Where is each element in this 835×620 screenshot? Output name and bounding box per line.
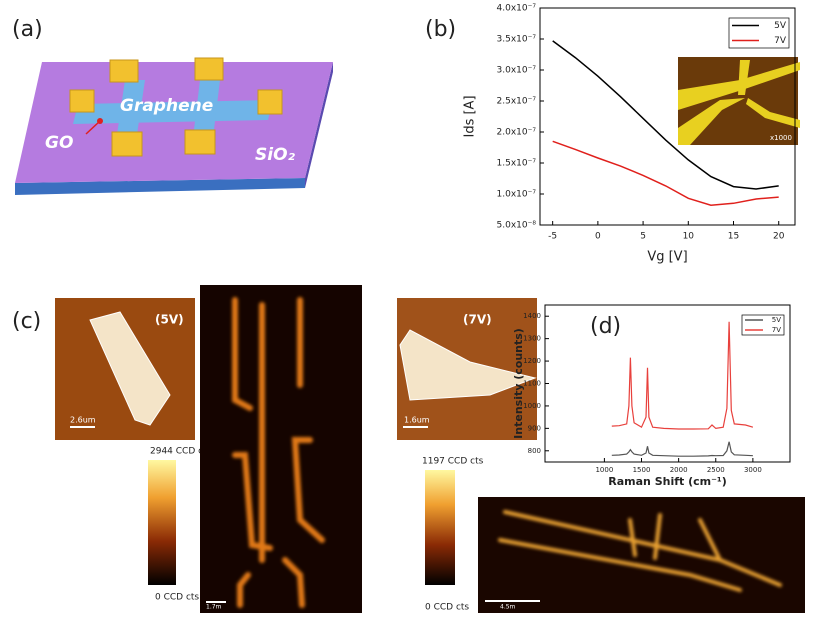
colorbar-max: 1197 CCD cts — [422, 457, 484, 467]
y-tick-label: 1200 — [523, 357, 541, 365]
y-tick-label: 2.5x10⁻⁷ — [497, 97, 537, 107]
y-tick-label: 1400 — [523, 312, 541, 320]
legend-box — [728, 17, 790, 49]
x-tick-label: 2500 — [707, 466, 725, 474]
afm-image: (5V) 2.6um — [55, 298, 195, 440]
afm-image: (7V) 1.6um — [397, 298, 537, 440]
x-axis-title: Raman Shift (cm⁻¹) — [608, 475, 727, 488]
scale-bar-label: 2.6um — [70, 416, 96, 425]
y-tick-label: 3.0x10⁻⁷ — [497, 66, 537, 76]
map-label: (7V) — [463, 313, 492, 327]
legend-label: 7V — [774, 36, 787, 46]
plot-frame — [539, 7, 796, 226]
inset-micrograph: x1000 — [678, 57, 800, 145]
data-line — [611, 441, 753, 457]
y-tick-label: 1300 — [523, 335, 541, 343]
data-line — [611, 321, 754, 430]
y-tick-label: 2.0x10⁻⁷ — [497, 128, 537, 138]
colorbar-max: 2944 CCD cts — [150, 447, 212, 457]
panel-label: (b) — [425, 17, 456, 42]
y-tick-label: 4.0x10⁻⁷ — [497, 4, 537, 14]
y-tick-label: 3.5x10⁻⁷ — [497, 35, 537, 45]
x-tick-label: 0 — [595, 232, 601, 242]
diagram-label: SiO₂ — [255, 145, 296, 165]
colorbar — [425, 470, 455, 585]
y-tick-label: 900 — [528, 424, 541, 432]
x-tick-label: 1000 — [595, 466, 613, 474]
device-diagram: Graphene GO SiO₂ — [15, 57, 333, 195]
x-tick-label: 3000 — [744, 466, 762, 474]
y-tick-label: 1000 — [523, 402, 541, 410]
diagram-label: Graphene — [120, 96, 213, 116]
scale-bar-label: 1.7m — [206, 604, 222, 611]
x-axis-title: Vg [V] — [647, 250, 687, 265]
x-tick-label: 1500 — [633, 466, 651, 474]
legend-label: 5V — [774, 21, 787, 31]
colorbar-min: 0 CCD cts — [425, 603, 469, 613]
legend-label: 5V — [772, 316, 781, 324]
x-tick-label: 10 — [683, 232, 695, 242]
y-tick-label: 800 — [528, 447, 541, 455]
y-tick-label: 1.0x10⁻⁷ — [497, 190, 537, 200]
y-tick-label: 1100 — [523, 380, 541, 388]
colorbar-min: 0 CCD cts — [155, 593, 199, 603]
legend-label: 7V — [772, 326, 781, 334]
data-line — [552, 140, 779, 206]
x-tick-label: 15 — [728, 232, 739, 242]
data-line — [552, 40, 779, 190]
y-axis-title: Ids [A] — [463, 95, 478, 137]
panel-label: (a) — [12, 17, 43, 42]
x-tick-label: 2000 — [670, 466, 688, 474]
y-axis-title: Intensity (counts) — [512, 328, 525, 439]
x-tick-label: -5 — [548, 232, 557, 242]
panel-label: (d) — [590, 314, 621, 339]
scale-bar-label: 4.5m — [500, 604, 516, 611]
scale-bar-label: 1.6um — [404, 416, 430, 425]
panel-label: (c) — [12, 309, 41, 334]
raman-map: 1.7m — [200, 285, 362, 613]
inset-magnification: x1000 — [770, 134, 792, 142]
map-label: (5V) — [155, 313, 184, 327]
x-tick-label: 5 — [640, 232, 646, 242]
x-tick-label: 20 — [773, 232, 785, 242]
y-tick-label: 5.0x10⁻⁸ — [497, 221, 537, 231]
diagram-label: GO — [45, 133, 73, 153]
colorbar — [148, 460, 176, 585]
y-tick-label: 1.5x10⁻⁷ — [497, 159, 537, 169]
raman-map: 4.5m — [478, 497, 805, 613]
